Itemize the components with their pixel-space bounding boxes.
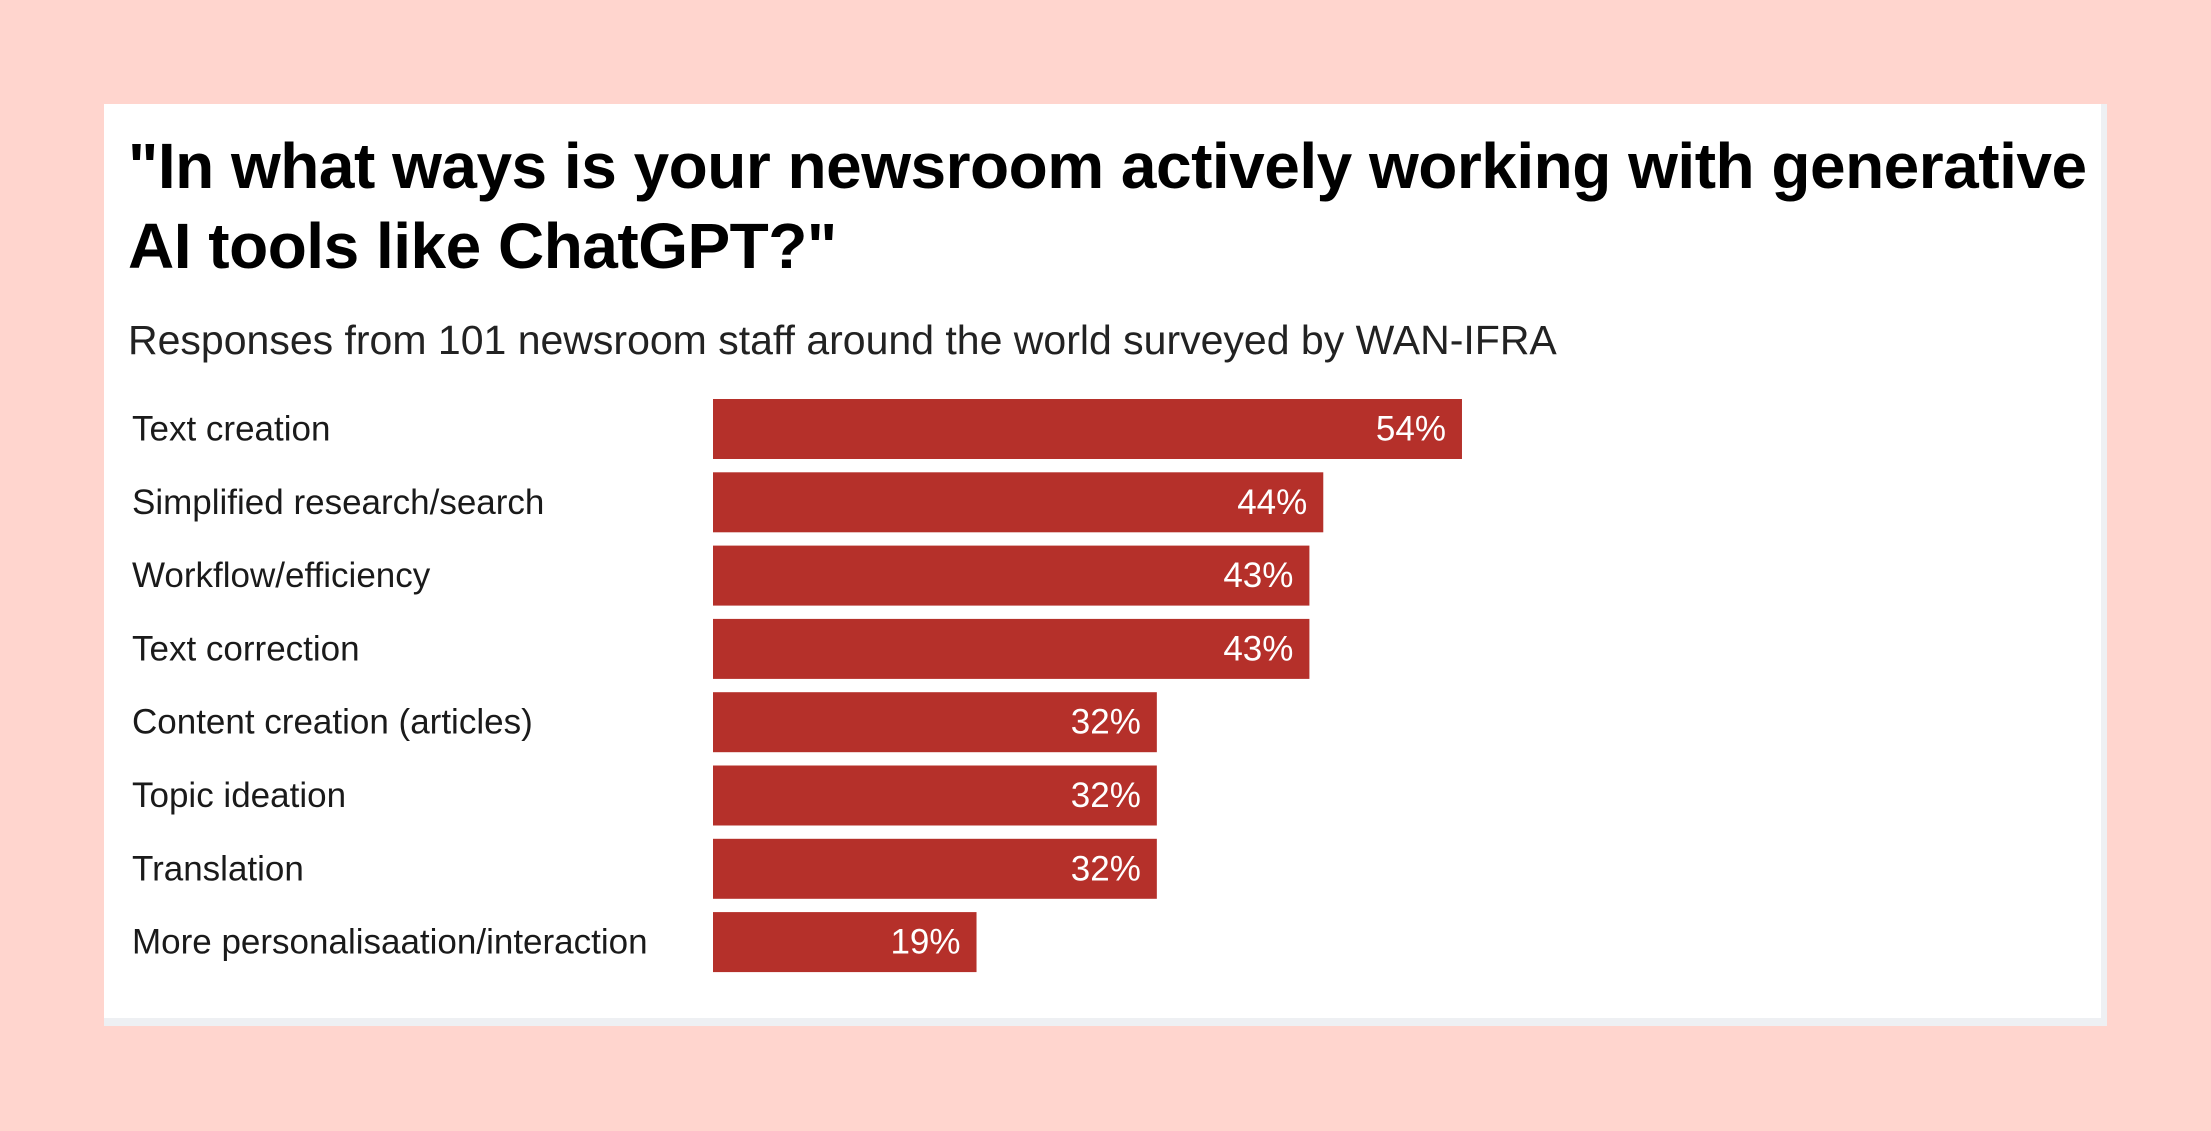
- value-label: 44%: [1237, 483, 1307, 522]
- chart-title: "In what ways is your newsroom actively …: [128, 130, 2087, 282]
- value-label: 54%: [1376, 410, 1446, 449]
- bar-chart: Text creation 54% Simplified research/sear…: [132, 399, 1462, 973]
- bar: [713, 765, 1157, 826]
- bar: [713, 618, 1310, 679]
- category-label: Workflow/efficiency: [132, 556, 431, 595]
- value-label: 32%: [1071, 849, 1141, 888]
- chart-card: "In what ways is your newsroom actively …: [104, 104, 2107, 1026]
- bar: [713, 545, 1310, 606]
- category-label: Text correction: [132, 629, 360, 668]
- value-label: 32%: [1071, 703, 1141, 742]
- category-label: Translation: [132, 849, 304, 888]
- bar: [713, 399, 1462, 459]
- value-label: 43%: [1223, 629, 1293, 668]
- bar: [713, 692, 1157, 753]
- bar: [713, 838, 1157, 899]
- category-label: More personalisaation/interaction: [132, 923, 648, 962]
- bar: [713, 472, 1324, 533]
- category-label: Content creation (articles): [132, 703, 533, 742]
- category-label: Simplified research/search: [132, 483, 544, 522]
- value-label: 32%: [1071, 776, 1141, 815]
- chart-subtitle: Responses from 101 newsroom staff around…: [128, 317, 1557, 363]
- value-label: 43%: [1223, 556, 1293, 595]
- value-label: 19%: [890, 923, 960, 962]
- category-label: Text creation: [132, 410, 330, 449]
- category-label: Topic ideation: [132, 776, 346, 815]
- bar: [713, 912, 977, 973]
